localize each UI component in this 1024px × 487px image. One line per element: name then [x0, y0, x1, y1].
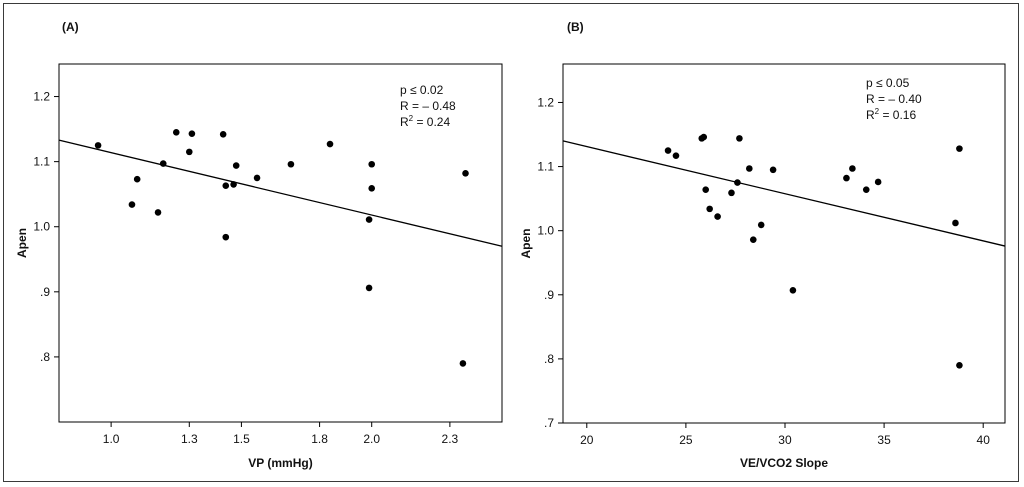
data-point-a [133, 175, 141, 183]
plot-area-b [562, 63, 1006, 424]
data-point-a [154, 209, 162, 216]
data-point-a [365, 216, 373, 223]
regression-line-a [58, 139, 503, 247]
data-point-b [672, 152, 680, 159]
data-point-a [230, 181, 237, 188]
stat-line-b: R = – 0.40 [866, 92, 922, 106]
x-tick-label-b: 35 [877, 433, 891, 447]
x-tick-label-a: 2.0 [363, 432, 380, 446]
y-tick-label-a: .9 [40, 285, 50, 299]
y-tick-label-b: .9 [544, 288, 554, 302]
y-tick-label-b: .7 [544, 416, 554, 430]
y-tick-label-b: 1.0 [537, 224, 554, 238]
panel-label-b: (B) [567, 20, 584, 34]
x-tick-label-b: 20 [580, 433, 594, 447]
y-axis-label-b: Apen [519, 229, 533, 259]
data-point-a [222, 233, 230, 241]
panel-b: (B) 20 25 30 35 40 .7 .8 .9 1.0 1.1 1.2 VE/VCO2 Slop… [519, 20, 1006, 470]
panel-a: (A) 1.0 1.3 1.5 1.8 2.0 2.3 .8 .9 1.0 1.1 1.2 VP (mm… [15, 20, 503, 470]
data-point-b [843, 174, 850, 182]
data-point-b [769, 166, 777, 174]
y-tick-label-b: .8 [544, 352, 554, 366]
x-tick-label-a: 1.8 [311, 432, 328, 446]
data-point-a [219, 130, 227, 138]
x-tick-label-b: 40 [977, 433, 991, 447]
y-tick-label-a: 1.0 [33, 220, 50, 234]
data-point-b [664, 147, 672, 154]
data-point-a [462, 170, 469, 177]
data-point-a [188, 130, 196, 137]
x-axis-label-b: VE/VCO2 Slope [740, 456, 828, 470]
data-point-b [952, 219, 959, 227]
x-tick-label-b: 30 [778, 433, 792, 447]
data-point-b [746, 165, 753, 172]
stat-line-a: p ≤ 0.02 [400, 83, 444, 97]
data-point-a [94, 142, 102, 149]
data-point-a [365, 284, 373, 292]
x-tick-label-a: 1.5 [233, 432, 250, 446]
data-point-a [159, 160, 167, 167]
panel-label-a: (A) [62, 20, 79, 34]
data-point-b [956, 145, 963, 152]
y-tick-label-b: 1.2 [537, 95, 554, 109]
y-tick-label-b: 1.1 [537, 160, 554, 174]
data-point-a [368, 160, 376, 168]
data-point-a [185, 148, 193, 156]
y-tick-label-a: 1.1 [33, 155, 50, 169]
x-tick-label-a: 1.3 [181, 432, 198, 446]
x-tick-label-a: 1.0 [103, 432, 120, 446]
data-point-a [222, 182, 230, 190]
data-point-a [253, 174, 261, 182]
x-tick-label-b: 25 [679, 433, 693, 447]
stat-line-b: p ≤ 0.05 [866, 76, 910, 90]
data-point-b [728, 189, 735, 197]
data-point-a [459, 360, 467, 367]
y-tick-label-a: .8 [40, 350, 50, 364]
data-point-a [287, 160, 295, 168]
data-point-b [874, 178, 882, 186]
data-point-a [368, 185, 376, 192]
data-point-b [702, 186, 710, 193]
data-point-b [789, 286, 797, 294]
y-tick-label-a: 1.2 [33, 90, 50, 104]
data-point-a [172, 129, 180, 136]
data-point-b [736, 135, 743, 142]
plot-area-a [58, 63, 503, 423]
stat-line-a: R2 = 0.24 [400, 114, 450, 129]
stat-line-a: R = – 0.48 [400, 99, 456, 113]
x-axis-label-a: VP (mmHg) [248, 456, 312, 470]
data-point-b [700, 133, 708, 141]
data-point-b [749, 236, 757, 243]
data-point-b [706, 205, 713, 213]
data-point-a [232, 162, 240, 169]
x-tick-label-a: 2.3 [442, 432, 459, 446]
regression-line-b [562, 140, 1006, 247]
data-point-b [956, 362, 963, 369]
data-point-a [128, 201, 136, 208]
data-point-b [862, 186, 870, 193]
y-axis-label-a: Apen [15, 228, 29, 258]
data-point-b [714, 213, 721, 220]
data-point-a [326, 140, 334, 148]
figure-frame [3, 3, 1019, 482]
stat-line-b: R2 = 0.16 [866, 107, 916, 122]
data-point-b [734, 179, 741, 186]
data-point-b [757, 221, 765, 229]
data-point-b [849, 165, 856, 172]
